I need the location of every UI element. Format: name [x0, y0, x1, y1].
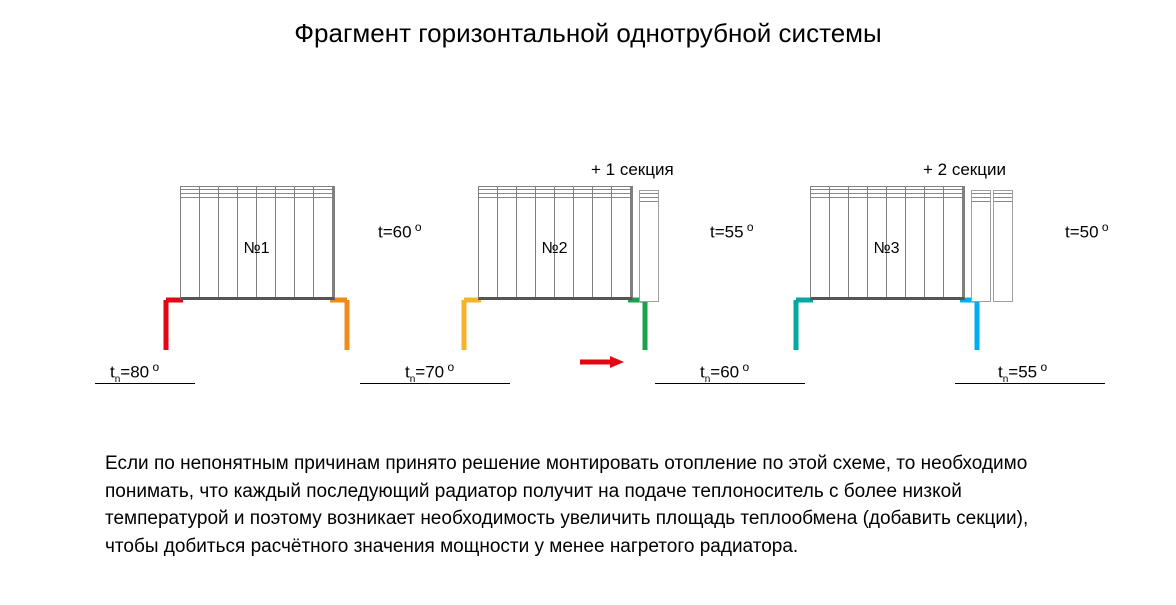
caption-text: Если по непонятным причинам принято реше…: [105, 450, 1085, 560]
radiator-section-extra: [971, 190, 991, 302]
radiator-extra-label: + 2 секции: [923, 160, 1006, 180]
pipe-temperature-label: tn=70 o: [405, 360, 454, 385]
pipe-label-underline: [655, 383, 805, 384]
radiator-section-extra: [639, 190, 659, 302]
radiator-number-label: №2: [478, 240, 631, 258]
temperature-out-label: t=55 o: [710, 220, 754, 243]
flow-arrow-icon: [580, 356, 624, 368]
radiator-number-label: №3: [810, 240, 963, 258]
pipe-temperature-label: tn=60 o: [700, 360, 749, 385]
radiator-number-label: №1: [180, 240, 333, 258]
heating-diagram: №1 t=60 o №2 + 1 секция t=55 o №3 + 2 секции t=…: [0, 150, 1176, 400]
radiator-extra-label: + 1 секция: [591, 160, 674, 180]
radiator-extra-sections: [971, 190, 1013, 300]
pipe-temperature-label: tn=80 o: [110, 360, 159, 385]
temperature-out-label: t=50 o: [1065, 220, 1109, 243]
pipe-label-underline: [955, 383, 1105, 384]
page-title: Фрагмент горизонтальной однотрубной сист…: [0, 18, 1176, 49]
pipe-label-underline: [360, 383, 510, 384]
pipe-label-underline: [95, 383, 195, 384]
pipe-temperature-label: tn=55 o: [998, 360, 1047, 385]
radiator-extra-sections: [639, 190, 659, 300]
temperature-out-label: t=60 o: [378, 220, 422, 243]
radiator-section-extra: [993, 190, 1013, 302]
